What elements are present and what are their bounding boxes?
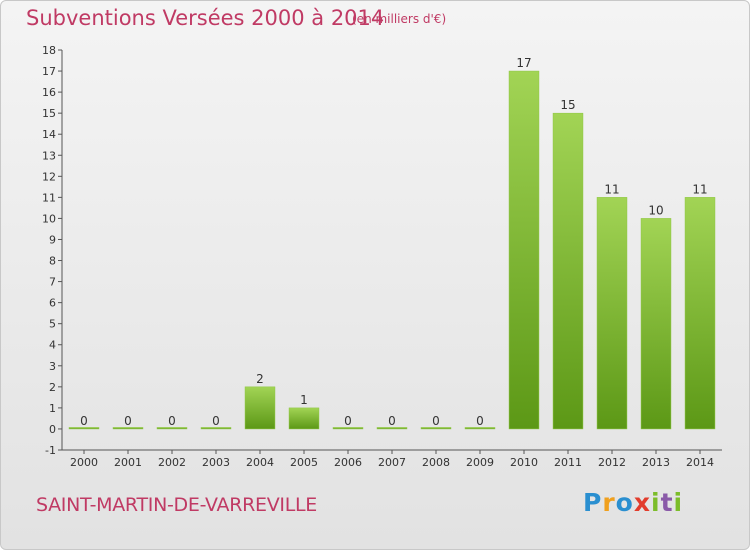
y-tick-label: 18 (42, 44, 56, 57)
x-tick-label-2004: 2004 (246, 456, 274, 469)
x-tick-label-2006: 2006 (334, 456, 362, 469)
x-tick-label-2012: 2012 (598, 456, 626, 469)
logo-letter: i (651, 488, 661, 517)
bar-2010 (508, 70, 540, 430)
y-tick-label: 5 (49, 318, 56, 331)
logo-letter: x (633, 488, 651, 517)
y-tick-label: 15 (42, 107, 56, 120)
y-tick-label: 8 (49, 255, 56, 268)
proxiti-logo: Proxiti (583, 488, 683, 517)
chart-subtitle: (en milliers d'€) (352, 12, 447, 26)
y-tick-label: 14 (42, 128, 56, 141)
y-tick-label: 13 (42, 149, 56, 162)
value-label-2007: 0 (388, 414, 396, 428)
value-label-2011: 15 (560, 98, 575, 112)
value-label-2005: 1 (300, 393, 308, 407)
logo-letter: P (583, 488, 603, 517)
bar-2006 (332, 427, 364, 430)
y-tick-label: 9 (49, 233, 56, 246)
value-label-2010: 17 (516, 56, 531, 70)
logo-letter: t (660, 488, 674, 517)
x-tick-label-2003: 2003 (202, 456, 230, 469)
commune-name: SAINT-MARTIN-DE-VARREVILLE (36, 494, 317, 516)
value-label-2013: 10 (648, 203, 663, 217)
x-tick-label-2014: 2014 (686, 456, 714, 469)
logo-letter: o (615, 488, 634, 517)
bar-2001 (112, 427, 144, 430)
y-tick-label: 7 (49, 276, 56, 289)
bar-2009 (464, 427, 496, 430)
value-label-2006: 0 (344, 414, 352, 428)
y-tick-label: 16 (42, 86, 56, 99)
y-tick-label: 3 (49, 360, 56, 373)
bar-2008 (420, 427, 452, 430)
x-tick-label-2000: 2000 (70, 456, 98, 469)
value-label-2012: 11 (604, 182, 619, 196)
value-label-2000: 0 (80, 414, 88, 428)
x-tick-label-2002: 2002 (158, 456, 186, 469)
logo-letter: r (602, 488, 616, 517)
bar-2003 (200, 427, 232, 430)
y-tick-label: 17 (42, 65, 56, 78)
y-tick-label: 2 (49, 381, 56, 394)
value-label-2004: 2 (256, 372, 264, 386)
x-tick-label-2011: 2011 (554, 456, 582, 469)
value-label-2008: 0 (432, 414, 440, 428)
x-tick-label-2005: 2005 (290, 456, 318, 469)
y-tick-label: 4 (49, 339, 56, 352)
bar-2013 (640, 218, 672, 430)
bar-2014 (684, 197, 716, 430)
y-tick-label: -1 (45, 444, 56, 457)
y-tick-label: 1 (49, 402, 56, 415)
x-tick-label-2009: 2009 (466, 456, 494, 469)
chart-title: Subventions Versées 2000 à 2014 (26, 6, 385, 30)
x-tick-label-2010: 2010 (510, 456, 538, 469)
bar-2004 (244, 386, 276, 430)
value-label-2001: 0 (124, 414, 132, 428)
y-tick-label: 6 (49, 297, 56, 310)
y-tick-label: 0 (49, 423, 56, 436)
bar-2012 (596, 197, 628, 430)
bar-2005 (288, 407, 320, 430)
y-tick-label: 11 (42, 191, 56, 204)
bars (68, 70, 716, 430)
y-tick-label: 10 (42, 212, 56, 225)
bar-2011 (552, 112, 584, 430)
logo-letter: i (673, 488, 684, 517)
x-tick-label-2008: 2008 (422, 456, 450, 469)
value-label-2002: 0 (168, 414, 176, 428)
value-label-2009: 0 (476, 414, 484, 428)
x-tick-label-2007: 2007 (378, 456, 406, 469)
value-label-2003: 0 (212, 414, 220, 428)
bar-2002 (156, 427, 188, 430)
x-tick-label-2001: 2001 (114, 456, 142, 469)
y-tick-label: 12 (42, 170, 56, 183)
bar-2007 (376, 427, 408, 430)
bar-2000 (68, 427, 100, 430)
value-label-2014: 11 (692, 182, 707, 196)
x-tick-label-2013: 2013 (642, 456, 670, 469)
